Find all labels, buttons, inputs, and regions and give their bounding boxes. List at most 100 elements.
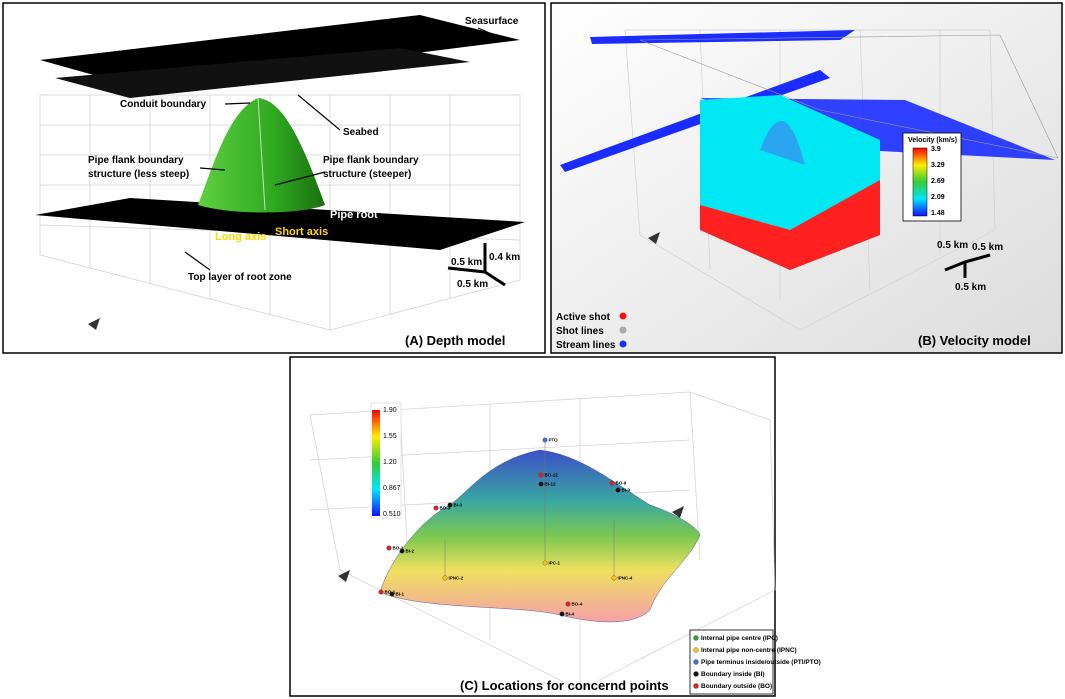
scale-label: 0.5 km bbox=[972, 242, 1003, 253]
point-label: BO-9 bbox=[616, 481, 627, 486]
location-point bbox=[433, 505, 439, 511]
legend-label: Boundary inside (BI) bbox=[701, 671, 765, 678]
location-point bbox=[542, 560, 548, 566]
colorbar-tick-label: 1.48 bbox=[931, 210, 945, 217]
panel-depth: Seasurface Conduit boundary Seabed Pipe … bbox=[2, 2, 546, 354]
location-point bbox=[386, 545, 392, 551]
point-label: BO-12 bbox=[545, 473, 559, 478]
location-point bbox=[442, 575, 448, 581]
legend-label: Pipe terminus inside/outside (PTI/PTO) bbox=[701, 659, 821, 666]
legend-label: Internal pipe non-centre (IPNC) bbox=[701, 647, 797, 654]
colorbar-tick-label: 1.20 bbox=[383, 459, 397, 466]
legend-label: Stream lines bbox=[556, 340, 616, 351]
shot-line-plane bbox=[639, 34, 1059, 159]
colorbar-tick-label: 0.867 bbox=[383, 485, 401, 492]
colorbar-tick-label: 3.29 bbox=[931, 162, 945, 169]
label: Pipe root bbox=[330, 209, 378, 221]
colorbar-tick-label: 3.9 bbox=[931, 146, 941, 153]
location-point bbox=[559, 611, 565, 617]
label: Seabed bbox=[343, 127, 379, 138]
axis-marker bbox=[88, 318, 100, 330]
point-label: BI-1 bbox=[396, 592, 405, 597]
location-point bbox=[542, 437, 548, 443]
label: Conduit boundary bbox=[120, 99, 207, 110]
point-label: PTO bbox=[549, 438, 559, 443]
scale-label: 0.5 km bbox=[457, 279, 488, 290]
location-point bbox=[538, 472, 544, 478]
colorbar-tick-label: 2.09 bbox=[931, 194, 945, 201]
legend-swatch bbox=[693, 659, 699, 665]
caption: (C) Locations for concernd points bbox=[460, 678, 669, 693]
legend-label: Shot lines bbox=[556, 326, 604, 337]
point-stems bbox=[444, 440, 615, 580]
label: structure (less steep) bbox=[88, 169, 189, 180]
location-point bbox=[615, 487, 621, 493]
point-label: BI-12 bbox=[545, 482, 557, 487]
point-label: IPNC-2 bbox=[449, 576, 464, 581]
axis-marker bbox=[338, 570, 350, 582]
scale-axes bbox=[447, 243, 506, 287]
ridge bbox=[257, 97, 266, 211]
location-point bbox=[447, 502, 453, 508]
legend-label: Internal pipe centre (IPC) bbox=[701, 635, 778, 642]
point-label: BO-1 bbox=[385, 590, 396, 595]
scale-axes bbox=[944, 253, 991, 278]
colorbar-tick-label: 0.510 bbox=[383, 511, 401, 518]
legend-swatch bbox=[693, 683, 699, 689]
colorbar-tick-label: 1.90 bbox=[383, 407, 397, 414]
scale-label: 0.5 km bbox=[937, 240, 968, 251]
legend-swatch bbox=[693, 647, 699, 653]
stream-line-plane bbox=[590, 30, 855, 44]
location-point bbox=[389, 591, 395, 597]
velocity-layer bbox=[760, 120, 805, 165]
point-label: BI-3 bbox=[454, 503, 463, 508]
caption: (B) Velocity model bbox=[918, 333, 1031, 348]
colorbar bbox=[372, 410, 380, 516]
legend-swatch bbox=[619, 312, 627, 320]
point-label: BI-9 bbox=[622, 488, 631, 493]
location-point bbox=[538, 481, 544, 487]
panel-velocity: Velocity (km/s) 3.9 3.29 2.69 2.09 1.48 0.5 … bbox=[550, 2, 1063, 354]
colorbar-box bbox=[902, 132, 962, 222]
colorbar-title: Velocity (km/s) bbox=[908, 137, 957, 144]
location-point bbox=[399, 548, 405, 554]
point-label: IPNC-4 bbox=[618, 576, 633, 581]
location-point bbox=[611, 575, 617, 581]
legend-swatch bbox=[619, 340, 627, 348]
point-label: BI-2 bbox=[406, 549, 415, 554]
legend-label: Boundary outside (BO) bbox=[701, 683, 772, 690]
label: Pipe flank boundary bbox=[323, 155, 419, 166]
point-label: BI-4 bbox=[566, 612, 575, 617]
label: structure (steeper) bbox=[323, 169, 411, 180]
seabed-plane bbox=[55, 48, 470, 98]
legend-box bbox=[689, 629, 774, 695]
point-label: BO-4 bbox=[572, 602, 583, 607]
location-point bbox=[565, 601, 571, 607]
legend-swatch bbox=[693, 635, 699, 641]
axis-marker bbox=[648, 232, 660, 244]
label: Pipe flank boundary bbox=[88, 155, 184, 166]
colorbar-tick-label: 1.55 bbox=[383, 433, 397, 440]
point-label: IPC-1 bbox=[549, 561, 561, 566]
caption: (A) Depth model bbox=[405, 333, 505, 348]
location-point bbox=[609, 480, 615, 486]
label: Long axis bbox=[215, 231, 266, 243]
legend-label: Active shot bbox=[556, 312, 611, 323]
stream-line-plane bbox=[560, 70, 830, 172]
label: Seasurface bbox=[465, 16, 519, 27]
scale-label: 0.5 km bbox=[451, 257, 482, 268]
colorbar bbox=[912, 147, 928, 217]
label: Top layer of root zone bbox=[188, 272, 292, 283]
panel-locations: PTO BO-12 BI-12 BO-1 BI-1 BO-2BI-2 BO-3BI-3 BO-… bbox=[289, 356, 821, 697]
scale-label: 0.4 km bbox=[489, 252, 520, 263]
label: Short axis bbox=[275, 226, 328, 238]
point-label: BO-3 bbox=[440, 506, 451, 511]
velocity-layer bbox=[700, 180, 880, 270]
legend-swatch bbox=[693, 671, 699, 677]
leader-lines bbox=[184, 27, 493, 271]
colorbar-tick-label: 2.69 bbox=[931, 178, 945, 185]
legend-swatch bbox=[619, 326, 627, 334]
point-label: BO-2 bbox=[393, 546, 404, 551]
axis-marker bbox=[672, 506, 684, 518]
